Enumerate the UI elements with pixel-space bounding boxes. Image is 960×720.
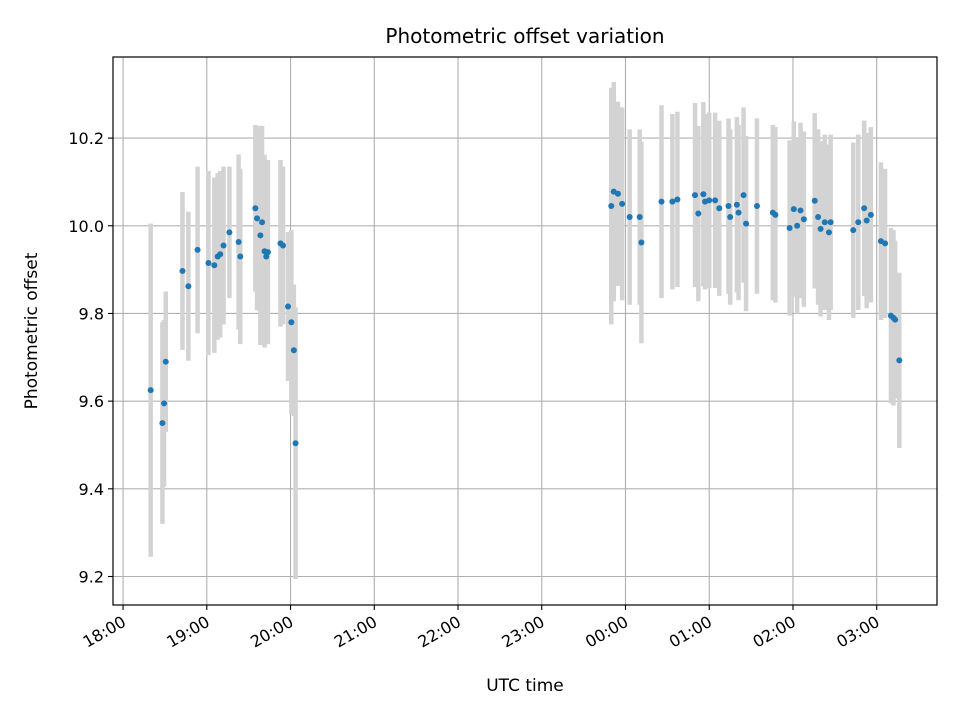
data-point: [147, 387, 154, 394]
data-point: [817, 225, 824, 232]
data-point: [626, 214, 633, 221]
data-point: [740, 192, 747, 199]
data-point: [827, 219, 834, 226]
data-point: [185, 283, 192, 290]
data-point: [220, 242, 227, 249]
data-point: [259, 219, 266, 226]
data-point: [264, 249, 271, 256]
data-point: [695, 210, 702, 217]
data-point: [725, 203, 732, 210]
data-point: [608, 203, 615, 210]
y-tick-label: 9.8: [79, 304, 104, 323]
data-point: [727, 214, 734, 221]
data-point: [235, 239, 242, 246]
data-point: [614, 190, 621, 197]
data-point: [237, 253, 244, 260]
plot-frame: [112, 56, 938, 606]
data-point: [867, 211, 874, 218]
y-axis-title: Photometric offset: [22, 252, 42, 409]
y-tick-label: 10.2: [68, 129, 104, 148]
data-point: [674, 196, 681, 203]
data-point: [882, 240, 889, 247]
data-point: [619, 200, 626, 207]
data-point: [733, 201, 740, 208]
data-point: [226, 229, 233, 236]
data-point: [700, 191, 707, 198]
data-point: [800, 216, 807, 223]
y-axis: 9.2 9.4 9.6 9.8 10.0 10.2: [68, 129, 113, 587]
data-point: [790, 206, 797, 213]
data-point: [896, 357, 903, 364]
data-point: [821, 219, 828, 226]
y-tick-label: 9.2: [79, 568, 104, 587]
data-point: [205, 260, 212, 267]
y-tick-label: 9.4: [79, 480, 104, 499]
y-tick-label: 10.0: [68, 217, 104, 236]
data-point: [786, 224, 793, 231]
data-point: [292, 440, 299, 447]
x-axis-title: UTC time: [486, 676, 564, 696]
data-point: [753, 203, 760, 210]
data-point: [811, 197, 818, 204]
data-point: [257, 232, 264, 239]
data-point: [162, 358, 169, 365]
data-point: [861, 205, 868, 212]
data-point: [772, 211, 779, 218]
data-point: [211, 262, 218, 269]
grid: [113, 57, 937, 605]
data-point: [892, 316, 899, 323]
data-point: [161, 400, 168, 407]
data-point: [252, 205, 259, 212]
data-point: [855, 219, 862, 226]
chart-title: Photometric offset variation: [385, 24, 664, 48]
data-point: [290, 347, 297, 354]
data-point: [638, 239, 645, 246]
data-point: [794, 222, 801, 229]
data-point: [636, 214, 643, 221]
data-point: [712, 197, 719, 204]
data-point: [825, 229, 832, 236]
data-point: [706, 197, 713, 204]
y-tick-label: 9.6: [79, 392, 104, 411]
data-point: [194, 246, 201, 253]
data-point: [669, 198, 676, 205]
data-points: [147, 188, 903, 447]
data-point: [850, 227, 857, 234]
data-point: [288, 319, 295, 326]
data-point: [254, 215, 261, 222]
data-point: [179, 267, 186, 274]
data-point: [716, 205, 723, 212]
data-point: [735, 209, 742, 216]
data-point: [217, 251, 224, 258]
data-point: [691, 192, 698, 199]
data-point: [658, 198, 665, 205]
data-point: [279, 242, 286, 249]
data-point: [797, 207, 804, 214]
data-point: [863, 217, 870, 224]
data-point: [159, 420, 166, 427]
data-point: [743, 220, 750, 227]
data-point: [285, 303, 292, 310]
data-point: [815, 214, 822, 221]
